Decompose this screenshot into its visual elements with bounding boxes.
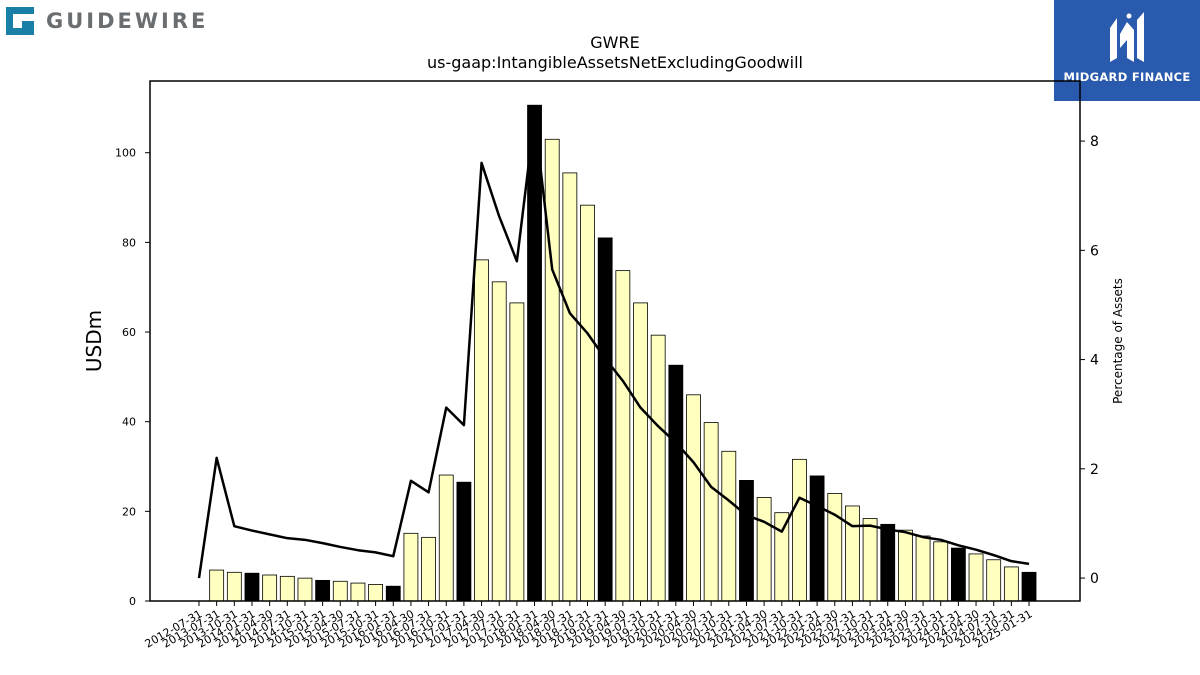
bar-2021-07-31: [774, 512, 790, 602]
bar-2021-10-31: [792, 458, 807, 602]
bar-2021-04-30: [756, 497, 772, 602]
y-left-axis: 0 20 40 60 80 100: [115, 147, 150, 608]
bar-2021-01-31: [739, 480, 754, 602]
bar-2013-10-31: [226, 571, 242, 602]
bar-2020-07-31: [703, 422, 719, 602]
chart-subtitle: us-gaap:IntangibleAssetsNetExcludingGood…: [427, 53, 803, 72]
y-left-tick-label: 100: [115, 147, 136, 160]
bar-2022-07-31: [845, 505, 860, 602]
bar-2022-01-31: [809, 475, 825, 602]
bar-2018-10-31: [580, 204, 595, 602]
bar-2014-07-31: [279, 575, 295, 602]
y-right-tick-label: 8: [1090, 134, 1099, 150]
bar-2020-01-31: [668, 364, 684, 602]
bar-2013-07-31: [209, 569, 225, 602]
guidewire-mark-icon: [4, 5, 36, 37]
bar-2017-04-30: [474, 259, 489, 602]
bar-2017-10-31: [509, 302, 525, 602]
bar-2018-04-30: [544, 138, 560, 602]
bar-2014-01-31: [244, 572, 260, 602]
bar-2024-10-31: [1003, 566, 1019, 602]
bar-2019-10-31: [650, 334, 666, 602]
bar-2024-04-30: [968, 553, 984, 602]
midgard-mark-icon: [1110, 12, 1144, 62]
y-left-tick-label: 0: [129, 595, 136, 608]
bar-2020-04-30: [686, 394, 701, 602]
bar-2014-04-30: [262, 574, 278, 602]
y-left-tick-label: 60: [122, 326, 136, 339]
y-right-tick-label: 4: [1090, 353, 1099, 369]
y-left-tick-label: 40: [122, 416, 136, 429]
percentage-of-assets-line: [197, 115, 1030, 579]
x-axis: 2012-07-312013-07-312013-10-312014-01-31…: [143, 601, 1035, 651]
guidewire-logo: GUIDEWIRE: [4, 4, 208, 38]
bar-2015-10-31: [368, 584, 384, 602]
bar-2019-01-31: [597, 237, 613, 602]
bar-2023-04-30: [898, 529, 913, 602]
y-left-tick-label: 20: [122, 505, 136, 518]
guidewire-wordmark: GUIDEWIRE: [46, 9, 209, 33]
chart-title: GWRE: [590, 33, 639, 52]
y-left-tick-label: 80: [122, 236, 136, 249]
bar-2016-04-30: [403, 532, 419, 602]
y-right-tick-label: 6: [1090, 243, 1099, 259]
bar-2018-07-31: [562, 172, 578, 602]
bar-2024-01-31: [950, 547, 966, 602]
y-right-axis: 0 2 4 6 8: [1080, 134, 1099, 587]
bar-2015-01-31: [315, 579, 331, 602]
midgard-wordmark: MIDGARD FINANCE: [1063, 70, 1191, 84]
bar-2014-10-31: [297, 577, 313, 602]
bar-2022-10-31: [862, 518, 878, 602]
plot-frame: [149, 80, 1081, 602]
bar-2019-07-31: [633, 302, 648, 602]
bar-2017-07-31: [491, 281, 507, 602]
y-axis-label: USDm: [82, 310, 106, 372]
bar-2023-10-31: [933, 541, 949, 602]
bar-2023-01-31: [880, 523, 896, 602]
line-layer: [197, 115, 1030, 579]
bar-2025-01-31: [1021, 571, 1037, 602]
y-right-tick-label: 0: [1090, 571, 1099, 587]
bar-2023-07-31: [915, 535, 931, 602]
bar-2015-07-31: [350, 582, 366, 602]
bar-2018-01-31: [527, 104, 542, 602]
bar-2020-10-31: [721, 450, 737, 602]
y-right-tick-label: 2: [1090, 462, 1099, 478]
bar-2017-01-31: [456, 481, 472, 602]
bars-layer: [209, 104, 1037, 602]
bar-2022-04-30: [827, 493, 843, 602]
y2-axis-label: Percentage of Assets: [1111, 278, 1125, 404]
bar-2016-07-31: [421, 536, 436, 602]
bar-2019-04-30: [615, 270, 631, 602]
bar-2015-04-30: [332, 580, 348, 602]
bar-2016-10-31: [438, 474, 454, 602]
bar-2024-07-31: [986, 559, 1002, 602]
bar-2016-01-31: [385, 585, 401, 602]
midgard-finance-logo: MIDGARD FINANCE: [1054, 0, 1200, 101]
